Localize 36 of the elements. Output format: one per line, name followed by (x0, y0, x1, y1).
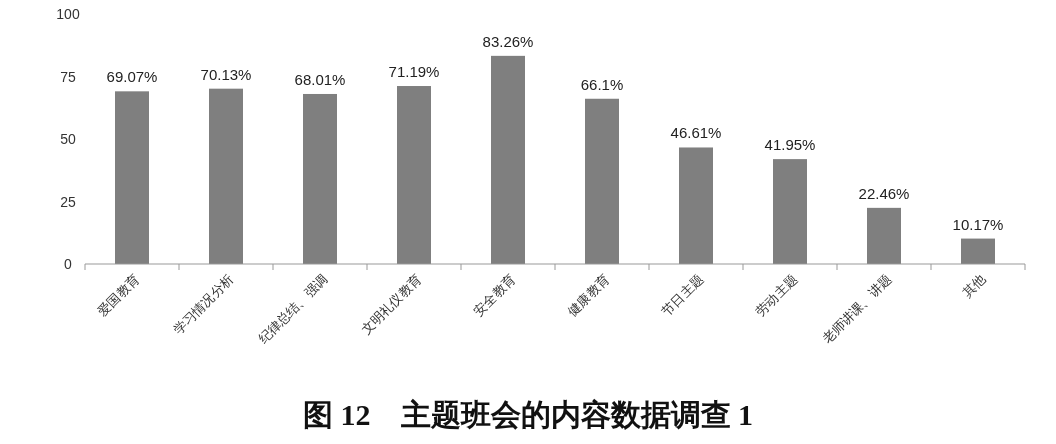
data-label: 66.1% (580, 75, 624, 93)
bar (773, 159, 807, 264)
x-tick-label: 爱国教育 (94, 271, 143, 319)
data-label: 70.13% (200, 65, 252, 83)
x-tick-label: 老师讲课、讲题 (819, 271, 895, 347)
y-tick-label: 100 (56, 6, 80, 22)
y-tick-label: 75 (60, 68, 76, 85)
data-label: 41.95% (764, 136, 816, 154)
data-label: 71.19% (388, 63, 440, 81)
data-label: 68.01% (294, 70, 346, 88)
x-tick-label: 节日主题 (658, 271, 707, 319)
y-tick-label: 0 (64, 256, 73, 272)
x-tick-label: 其他 (959, 271, 989, 301)
bar (303, 93, 337, 264)
bar (961, 238, 995, 264)
bar (585, 98, 619, 264)
x-tick-label: 纪律总结、强调 (255, 271, 331, 347)
data-label: 10.17% (952, 215, 1004, 233)
data-label: 69.07% (106, 68, 158, 86)
x-tick-label: 健康教育 (564, 271, 613, 319)
bar (209, 88, 243, 264)
x-tick-label: 劳动主题 (752, 271, 801, 319)
bar (491, 55, 525, 264)
data-label: 83.26% (482, 32, 534, 50)
bar (679, 147, 713, 264)
data-label: 22.46% (858, 184, 910, 202)
y-tick-label: 25 (60, 193, 76, 210)
bar (115, 91, 149, 264)
bar (867, 207, 901, 264)
x-tick-label: 安全教育 (470, 271, 519, 319)
x-tick-label: 学习情况分析 (170, 271, 237, 338)
text: 图 12 主题班会的内容数据调查 1 (303, 398, 753, 431)
x-tick-label: 文明礼仪教育 (358, 271, 425, 338)
bar (397, 86, 431, 264)
y-tick-label: 50 (60, 131, 76, 147)
data-label: 46.61% (670, 124, 722, 142)
